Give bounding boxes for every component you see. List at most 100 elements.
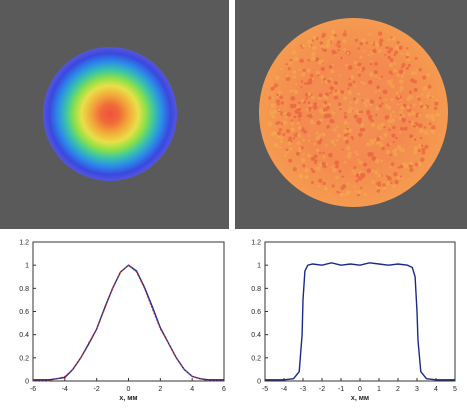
speckle-dot [358, 132, 363, 137]
speckle-dot [346, 193, 349, 196]
speckle-dot [377, 49, 382, 54]
speckle-dot [333, 95, 339, 100]
speckle-dot [350, 75, 355, 80]
speckle-dot [298, 111, 302, 116]
speckle-dot [397, 103, 400, 106]
speckle-dot [351, 138, 354, 141]
speckle-dot [384, 104, 389, 108]
speckle-dot [297, 133, 302, 138]
speckle-dot [323, 48, 327, 52]
speckle-dot [399, 110, 404, 115]
speckle-dot [398, 69, 404, 74]
speckle-dot [346, 50, 351, 56]
speckle-dot [335, 43, 338, 46]
speckle-dot [341, 184, 347, 189]
speckle-dot [378, 141, 382, 145]
speckle-dot [331, 30, 336, 35]
speckle-dot [363, 101, 367, 105]
speckle-dot [336, 40, 341, 45]
speckle-dot [363, 192, 367, 196]
speckle-dot [318, 178, 323, 183]
speckle-dot [271, 114, 276, 119]
speckle-dot [391, 110, 395, 114]
speckle-dot [311, 51, 316, 56]
speckle-dot [303, 130, 307, 134]
speckle-dot [409, 120, 414, 125]
speckle-dot [305, 97, 308, 100]
speckle-dot [314, 57, 320, 62]
speckle-dot [335, 164, 339, 169]
speckle-dot [413, 124, 416, 128]
speckle-dot [291, 50, 297, 55]
speckle-dot [414, 162, 418, 166]
speckle-dot [406, 58, 410, 62]
speckle-dot [347, 87, 350, 90]
speckle-dot [321, 81, 325, 85]
speckle-dot [411, 110, 415, 115]
speckle-dot [392, 184, 396, 189]
speckle-dot [314, 162, 317, 165]
speckle-dot [434, 101, 439, 106]
speckle-dot [368, 117, 373, 121]
speckle-dot [285, 76, 291, 82]
speckle-dot [334, 54, 337, 57]
speckle-dot [393, 53, 397, 57]
gauss-x-tick-label: -2 [94, 386, 100, 393]
flat-x-tick-label: 1 [377, 386, 381, 393]
speckle-dot [380, 159, 383, 163]
speckle-dot [367, 53, 371, 57]
speckle-dot [413, 146, 418, 151]
speckle-dot [386, 143, 390, 147]
speckle-dot [428, 84, 432, 88]
speckle-dot [360, 110, 363, 114]
speckle-dot [269, 111, 274, 116]
speckle-dot [323, 80, 328, 85]
speckle-dot [390, 72, 393, 76]
speckle-dot [417, 149, 421, 153]
speckle-dot [287, 138, 293, 144]
speckle-dot [346, 125, 349, 128]
speckle-dot [322, 133, 326, 137]
speckle-dot [388, 177, 392, 181]
speckle-dot [344, 112, 347, 115]
speckle-dot [284, 149, 289, 154]
speckle-dot [315, 70, 320, 75]
speckle-dot [387, 119, 392, 124]
speckle-dot [385, 45, 389, 50]
speckle-dot [273, 83, 279, 88]
speckle-dot [379, 38, 384, 43]
flat-y-tick-label: 0.8 [251, 286, 261, 293]
speckle-dot [403, 165, 407, 169]
speckle-dot [341, 148, 344, 151]
speckle-dot [356, 92, 360, 96]
speckle-dot [284, 112, 287, 115]
speckle-dot [296, 106, 302, 112]
speckle-dot [406, 96, 412, 102]
speckle-dot [355, 109, 359, 113]
flat-top-beam-spot [259, 18, 448, 207]
speckle-dot [401, 117, 404, 120]
speckle-dot [388, 128, 391, 132]
speckle-dot [376, 125, 381, 131]
speckle-dot [374, 41, 379, 45]
speckle-dot [292, 75, 297, 79]
speckle-dot [390, 36, 393, 39]
speckle-dot [322, 181, 326, 186]
speckle-dot [316, 166, 321, 171]
speckle-dot [375, 106, 380, 111]
speckle-dot [399, 113, 403, 117]
speckle-dot [319, 118, 323, 122]
speckle-dot [377, 124, 380, 127]
speckle-dot [394, 179, 399, 185]
speckle-dot [400, 74, 405, 78]
speckle-dot [370, 41, 374, 45]
speckle-dot [270, 131, 275, 137]
speckle-dot [319, 138, 323, 142]
speckle-dot [285, 62, 288, 66]
speckle-dot [286, 75, 289, 78]
speckle-dot [301, 46, 304, 50]
speckle-dot [359, 42, 363, 46]
speckle-dot [318, 95, 323, 100]
speckle-dot [369, 79, 373, 83]
speckle-dot [396, 73, 400, 77]
